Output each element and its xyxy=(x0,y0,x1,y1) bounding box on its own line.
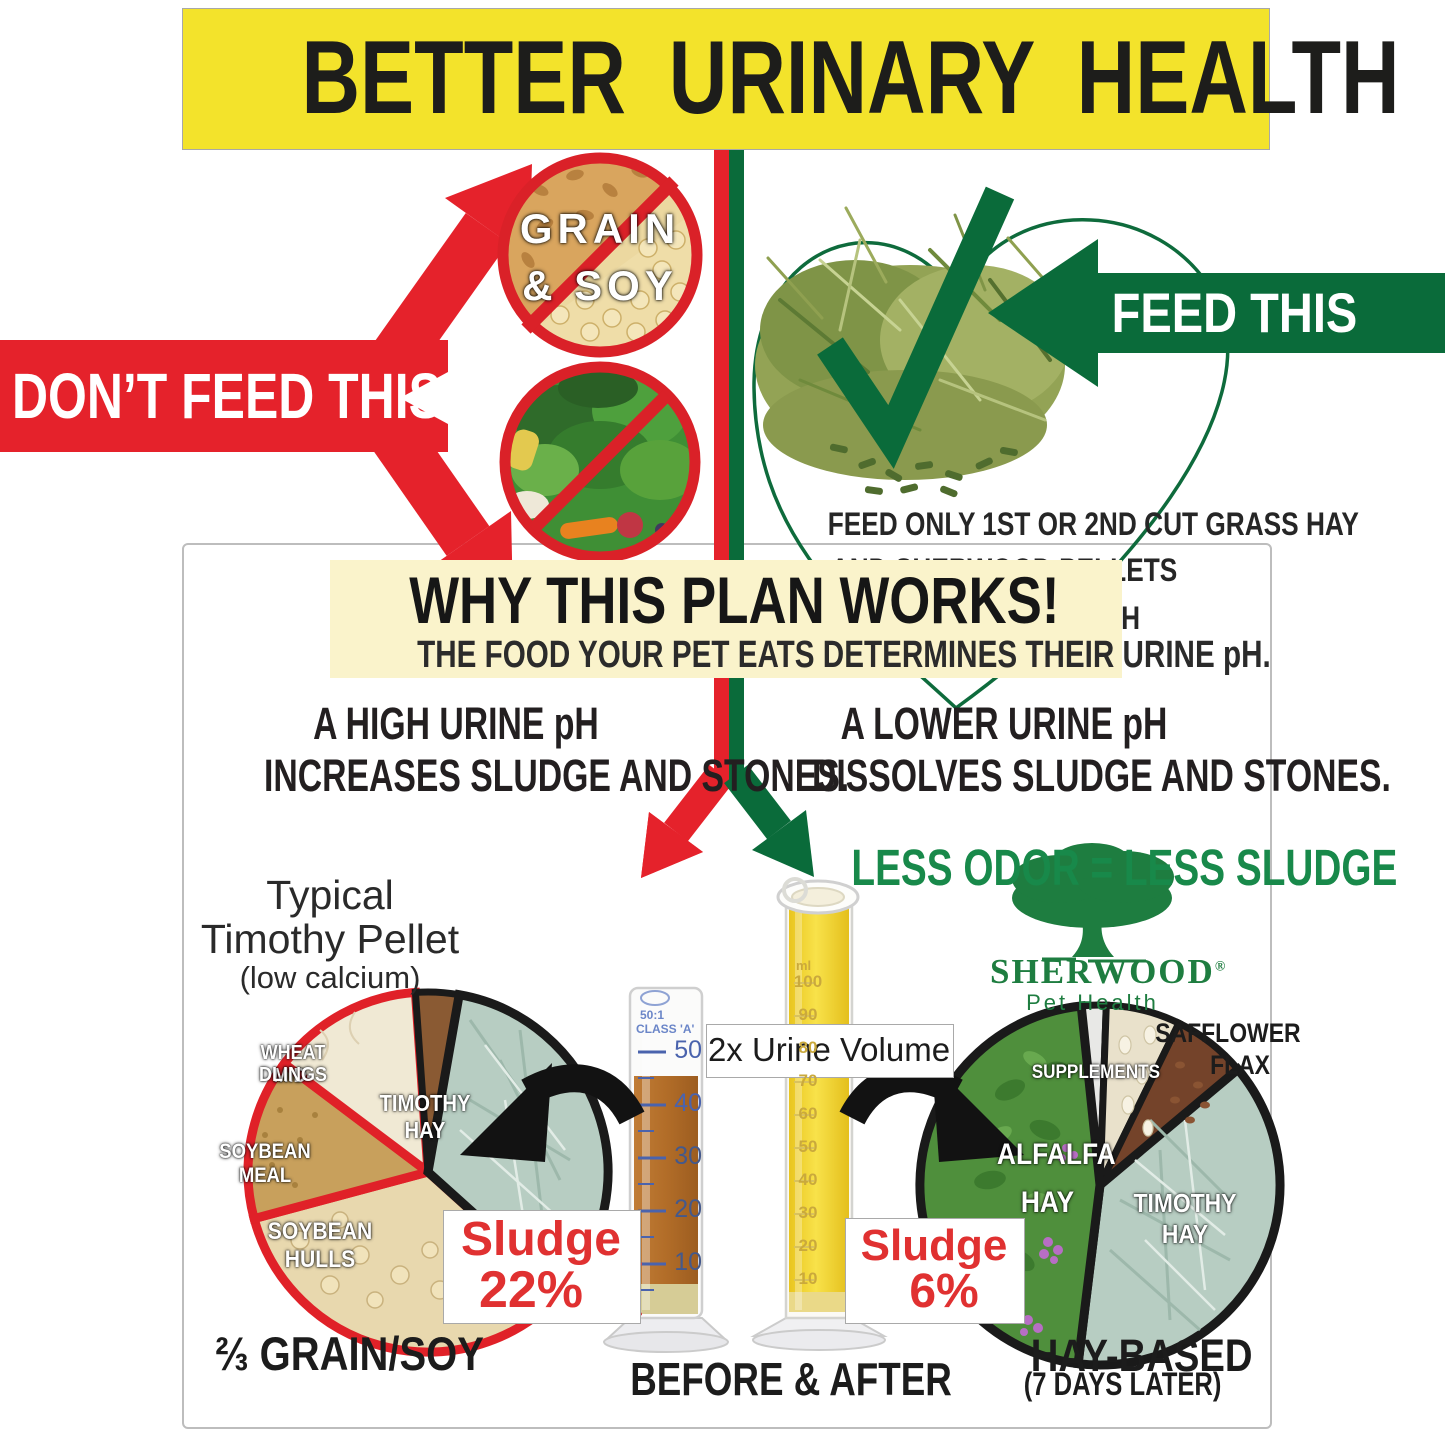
left-cylinder-tick-10: 10 xyxy=(674,1248,702,1276)
left-chart-title-line1: Typical xyxy=(266,872,394,918)
sherwood-logo-text: SHERWOOD xyxy=(990,952,1215,991)
left-cylinder-tick-30: 30 xyxy=(674,1142,702,1170)
alfalfa-label-line1: ALFALFA xyxy=(996,1138,1116,1171)
low-ph-line2: DISSOLVES SLUDGE AND STONES. xyxy=(812,750,1391,801)
high-ph-line2: INCREASES SLUDGE AND STONES. xyxy=(264,750,850,801)
sludge-6-value: 6% xyxy=(909,1265,979,1318)
alfalfa-label-line2: HAY xyxy=(1020,1186,1075,1219)
right-cylinder-tick-50: 50 xyxy=(798,1137,818,1156)
vegetables-crossed-circle xyxy=(499,361,701,563)
left-chart-subtitle: (low calcium) xyxy=(239,960,421,995)
sludge-22-word: Sludge xyxy=(460,1213,621,1266)
why-subtitle: THE FOOD YOUR PET EATS DETERMINES THEIR … xyxy=(417,634,1271,676)
low-ph-line1: A LOWER URINE pH xyxy=(840,698,1168,749)
no-circle-icon xyxy=(497,152,703,358)
right-cylinder-tick-60: 60 xyxy=(798,1104,818,1123)
sherwood-logo-name: SHERWOOD® xyxy=(990,952,1225,992)
feed-this-label: FEED THIS xyxy=(1111,281,1358,344)
left-chart-title-line2: Timothy Pellet xyxy=(200,916,460,962)
soybean-meal-label: SOYBEAN MEAL xyxy=(219,1140,311,1187)
before-after-footer: BEFORE & AFTER (7 DAYS LATER) xyxy=(590,1352,1221,1406)
right-cylinder-unit: ml xyxy=(796,958,812,973)
soybean-hulls-label: SOYBEAN HULLS xyxy=(267,1218,373,1273)
urine-volume-note: 2x Urine Volume xyxy=(707,1031,951,1068)
before-after-paren: (7 DAYS LATER) xyxy=(1023,1366,1221,1402)
left-cylinder-tick-50: 50 xyxy=(674,1036,702,1064)
why-title: WHY THIS PLAN WORKS! xyxy=(409,563,1060,637)
safflower-label: SAFFLOWER xyxy=(1155,1018,1301,1048)
grain-soy-label-line1: GRAIN xyxy=(519,205,681,252)
left-graduated-cylinder xyxy=(603,986,729,1353)
sherwood-logo-sub: Pet Health xyxy=(1026,990,1159,1015)
sherwood-tree-logo-icon xyxy=(1012,843,1174,963)
feed-note-line1: FEED ONLY 1ST OR 2ND CUT GRASS HAY xyxy=(827,506,1359,542)
sludge-22-value: 22% xyxy=(478,1261,584,1319)
sludge-22-box xyxy=(443,1210,641,1324)
why-box xyxy=(330,560,1122,678)
feed-this-arrow-icon xyxy=(988,239,1445,387)
sludge-6-box xyxy=(845,1218,1025,1324)
flax-label: FLAX xyxy=(1210,1050,1270,1080)
page-title: BETTER URINARY HEALTH xyxy=(301,20,1400,136)
grain-soy-label-line2: & SOY xyxy=(522,262,678,309)
right-cylinder-tick-40: 40 xyxy=(798,1170,818,1189)
no-circle-icon xyxy=(499,361,701,563)
dont-feed-label: DON’T FEED THIS xyxy=(12,360,442,432)
right-cylinder-tick-100: 100 xyxy=(793,972,823,991)
right-cylinder-tick-10: 10 xyxy=(798,1269,818,1288)
right-cylinder-tick-90: 90 xyxy=(798,1005,818,1024)
timothy-hay-label-left: TIMOTHY HAY xyxy=(379,1090,471,1143)
left-cylinder-tick-40: 40 xyxy=(674,1089,702,1117)
wheat-middlings-label-line2: DLINGS xyxy=(258,1064,328,1086)
cylinder-class-label-line1: 50:1 xyxy=(640,1008,665,1022)
grain-soy-caption: ⅔ GRAIN/SOY xyxy=(215,1327,484,1380)
title-banner xyxy=(182,8,1270,150)
urine-volume-box xyxy=(706,1024,954,1078)
cylinder-class-label-line2: CLASS 'A' xyxy=(636,1022,695,1036)
right-cylinder-tick-30: 30 xyxy=(798,1203,818,1222)
no-slash-icon xyxy=(528,390,672,534)
left-cylinder-tick-20: 20 xyxy=(674,1195,702,1223)
before-after-label: BEFORE & AFTER xyxy=(630,1353,952,1405)
wheat-middlings-label-line1: WHEAT MID- xyxy=(260,1042,326,1087)
right-cylinder-tick-20: 20 xyxy=(798,1236,818,1255)
no-slash-icon xyxy=(521,176,679,334)
less-odor-tagline: LESS ODOR = LESS SLUDGE xyxy=(851,839,1398,896)
timothy-hay-label-right: TIMOTHY HAY xyxy=(1133,1188,1237,1249)
sludge-6-word: Sludge xyxy=(860,1221,1008,1270)
grain-soy-crossed-circle xyxy=(497,152,703,358)
high-ph-line1: A HIGH URINE pH xyxy=(313,698,599,749)
right-swoosh-arrow-icon xyxy=(839,1063,1024,1162)
right-cylinder-tick-70: 70 xyxy=(798,1071,818,1090)
registered-mark-icon: ® xyxy=(1214,959,1228,975)
checkmark-icon xyxy=(817,186,1015,469)
supplements-label: SUPPLEMENTS xyxy=(1031,1062,1161,1083)
left-swoosh-arrow-icon xyxy=(460,1063,645,1162)
right-cylinder-tick-80: 80 xyxy=(798,1038,818,1057)
